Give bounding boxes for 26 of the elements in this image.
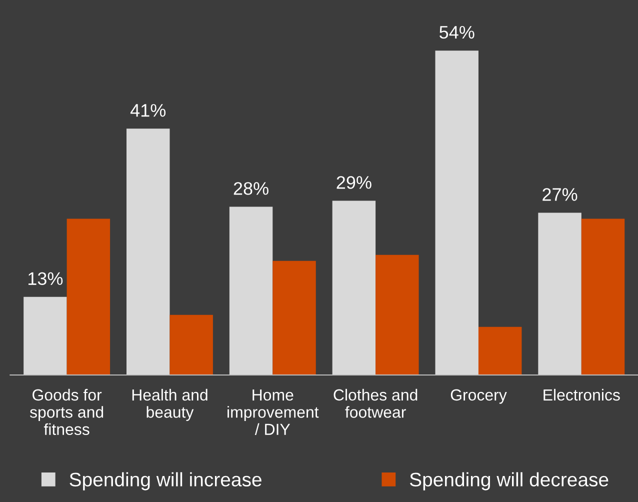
- bar: [332, 200, 376, 375]
- x-tick-label: Goods for sports and fitness: [30, 388, 104, 436]
- data-label: 41%: [130, 104, 166, 117]
- x-tick-label: Home improvement / DIY: [228, 389, 319, 436]
- bar: [435, 50, 478, 375]
- bar: [24, 296, 67, 375]
- data-label: 54%: [440, 26, 474, 39]
- data-label: 13%: [28, 272, 63, 285]
- bar: [538, 212, 582, 375]
- x-tick-label: Clothes and footwear: [334, 388, 418, 418]
- bar: [229, 206, 273, 375]
- x-tick-label: Grocery: [450, 389, 507, 404]
- legend-label: Spending will increase: [70, 472, 262, 490]
- bar: [376, 254, 419, 375]
- bar: [170, 314, 213, 375]
- bar: [581, 218, 625, 375]
- x-tick-label: Electronics: [544, 388, 620, 401]
- data-label: 28%: [234, 182, 268, 195]
- data-label: 27%: [542, 188, 578, 201]
- bar: [66, 218, 110, 375]
- bar: [478, 326, 522, 375]
- legend-label: Spending will decrease: [410, 472, 608, 490]
- x-tick-label: Health and beauty: [132, 388, 208, 421]
- data-label: 29%: [336, 176, 372, 189]
- bar: [126, 128, 170, 375]
- bar: [272, 260, 316, 375]
